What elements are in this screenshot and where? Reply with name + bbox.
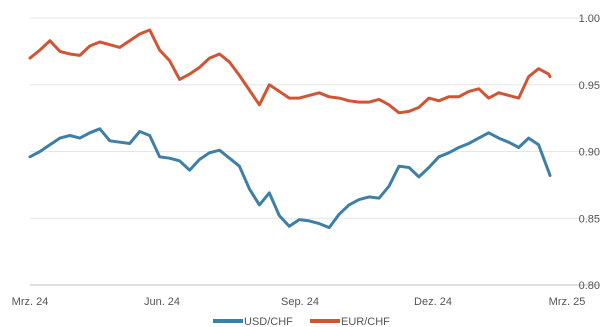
y-axis-ticks: 1.00 0.95 0.90 0.85 0.80 xyxy=(579,13,600,292)
x-tick-label: Mrz. 25 xyxy=(549,296,586,308)
x-tick-label: Sep. 24 xyxy=(281,296,319,308)
y-tick-label: 1.00 xyxy=(579,13,600,25)
y-tick-label: 0.95 xyxy=(579,80,600,92)
legend-label: EUR/CHF xyxy=(341,316,390,327)
legend: USD/CHF EUR/CHF xyxy=(213,316,390,327)
x-tick-label: Mrz. 24 xyxy=(12,296,49,308)
legend-label: USD/CHF xyxy=(244,316,293,327)
series-line-eur-chf xyxy=(28,28,552,115)
gridlines xyxy=(30,17,600,286)
y-tick-label: 0.90 xyxy=(579,147,600,159)
series-layer xyxy=(28,28,552,230)
y-tick-label: 0.85 xyxy=(579,213,600,225)
x-tick-label: Jun. 24 xyxy=(144,296,180,308)
y-tick-label: 0.80 xyxy=(579,280,600,292)
x-axis-ticks: Mrz. 24 Jun. 24 Sep. 24 Dez. 24 Mrz. 25 xyxy=(12,296,586,308)
x-tick-label: Dez. 24 xyxy=(414,296,452,308)
series-line-usd-chf xyxy=(28,127,552,230)
